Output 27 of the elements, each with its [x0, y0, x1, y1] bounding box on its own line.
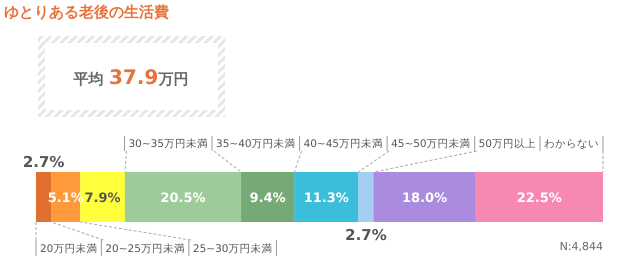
data-label: 22.5%	[516, 191, 562, 206]
data-label: 2.7%	[345, 226, 387, 244]
data-label: 18.0%	[402, 191, 448, 206]
bar	[476, 172, 603, 222]
text: 40~45万円未満	[304, 137, 384, 150]
data-label: 20.5%	[160, 191, 206, 206]
text: N:4,844	[560, 240, 603, 253]
bar	[124, 172, 242, 222]
bar	[241, 172, 294, 222]
chart-title: ゆとりある老後の生活費	[4, 3, 169, 21]
data-label: 7.9%	[84, 191, 121, 206]
text: 35~40万円未満	[216, 137, 296, 150]
bar	[358, 172, 374, 222]
text: 45~50万円未満	[391, 137, 471, 150]
data-label: 5.1%	[48, 191, 84, 206]
series-label: 20万円未満	[40, 242, 98, 255]
data-label: 9.4%	[250, 191, 286, 206]
text: 50万円以上	[478, 137, 536, 150]
text: 平均 37.9万円	[72, 65, 188, 89]
text: 20~25万円未満	[105, 242, 185, 255]
text: 30~35万円未満	[128, 137, 208, 150]
text: わからない	[544, 138, 599, 150]
text: 25~30万円未満	[192, 242, 272, 255]
bar	[294, 172, 358, 222]
data-label: 11.3%	[304, 191, 349, 206]
data-label: 2.7%	[22, 153, 64, 171]
bar	[374, 172, 476, 222]
